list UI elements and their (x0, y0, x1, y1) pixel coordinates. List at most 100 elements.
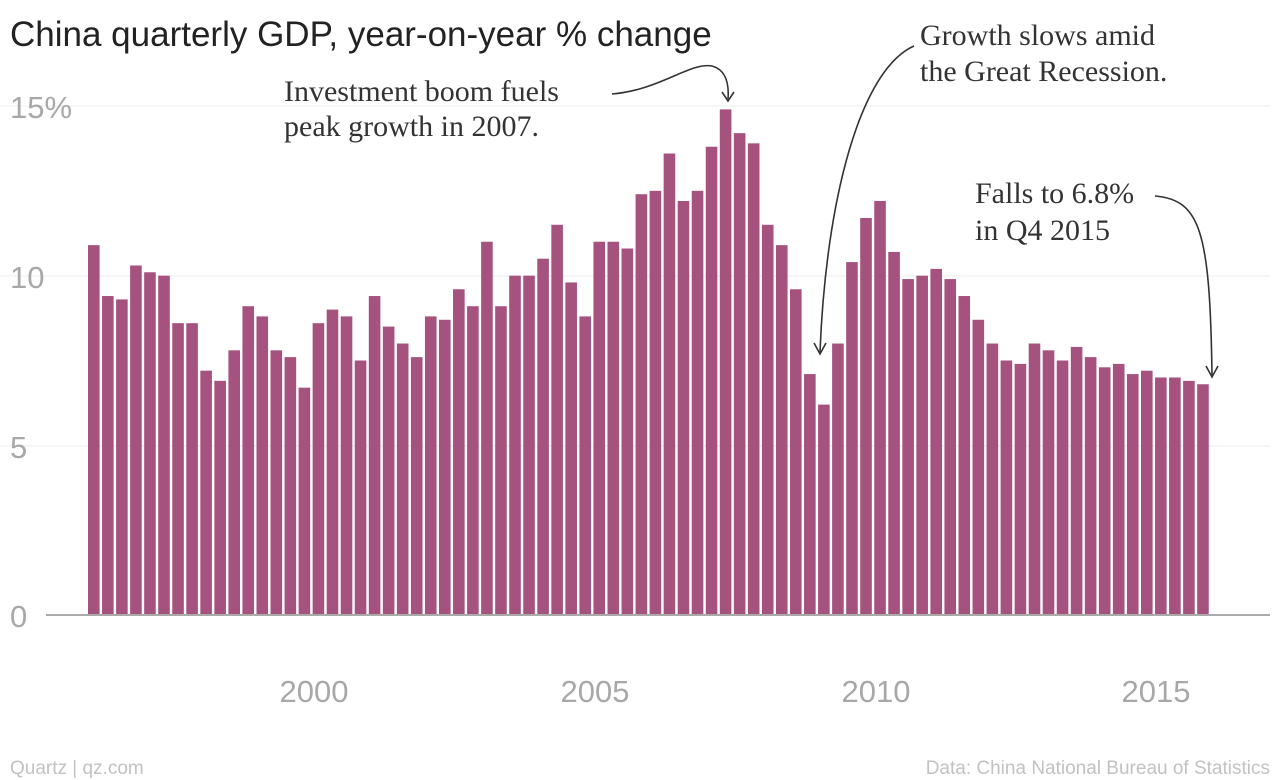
bar-1996-q2 (102, 296, 114, 615)
bar-2007-q3 (733, 133, 746, 615)
annotation-q4-2015: Falls to 6.8% in Q4 2015 (975, 177, 1219, 379)
bar-2008-q3 (790, 289, 802, 615)
bar-2015-q2 (1169, 377, 1181, 615)
bar-2000-q4 (354, 360, 367, 615)
bar-2005-q1 (593, 241, 606, 616)
bar-2008-q4 (804, 374, 816, 615)
bar-1998-q4 (242, 306, 255, 615)
bar-2004-q2 (551, 224, 563, 615)
bar-2009-q1 (818, 404, 830, 615)
bar-2004-q1 (537, 258, 549, 615)
bar-2009-q4 (860, 217, 872, 616)
annotation-recession-line-2: the Great Recession. (920, 55, 1167, 88)
y-tick-label-10: 10 (10, 260, 44, 295)
x-tick-label-2000: 2000 (280, 674, 349, 709)
bar-2014-q4 (1141, 370, 1153, 615)
bar-2008-q1 (761, 224, 774, 615)
footer-source-brand: Quartz | qz.com (10, 758, 144, 779)
annotation-peak-arrowhead (721, 91, 735, 103)
bar-1997-q2 (158, 275, 170, 615)
x-tick-label-2010: 2010 (842, 674, 911, 709)
y-tick-label-5: 5 (10, 430, 27, 465)
annotation-recession: Growth slows amid the Great Recession. (813, 19, 1167, 356)
bar-2009-q2 (832, 343, 844, 615)
bar-1998-q1 (200, 370, 212, 615)
bar-2015-q1 (1155, 377, 1167, 615)
annotation-recession-arrow (819, 45, 915, 353)
annotation-q4-2015-arrowhead (1205, 365, 1219, 379)
bar-series (88, 109, 1209, 616)
bar-2014-q1 (1098, 367, 1111, 615)
y-tick-label-0: 0 (10, 599, 27, 634)
bar-2012-q4 (1028, 343, 1041, 615)
annotation-q4-2015-arrow (1154, 195, 1213, 376)
annotation-q4-2015-line-1: Falls to 6.8% (975, 177, 1134, 210)
bar-2000-q3 (340, 316, 353, 615)
bar-1998-q3 (228, 350, 240, 615)
bar-2007-q4 (747, 143, 760, 615)
annotation-peak-line-2: peak growth in 2007. (284, 110, 539, 143)
bar-2005-q3 (621, 248, 634, 615)
bar-2014-q3 (1126, 374, 1139, 615)
bar-2003-q4 (523, 275, 535, 615)
bar-2008-q2 (775, 245, 788, 615)
x-tick-label-2015: 2015 (1122, 674, 1191, 709)
annotation-peak-2007: Investment boom fuels peak growth in 200… (284, 64, 735, 143)
bar-1997-q3 (172, 323, 184, 615)
bar-1996-q4 (130, 265, 142, 615)
bar-1999-q3 (284, 357, 297, 615)
bar-2010-q4 (916, 275, 928, 615)
annotation-recession-arrowhead (813, 342, 827, 356)
bar-2002-q3 (453, 289, 465, 615)
bar-2015-q4 (1197, 384, 1209, 615)
bar-2005-q2 (607, 241, 620, 616)
bar-2002-q2 (439, 319, 451, 615)
bar-2011-q1 (930, 268, 942, 615)
bar-1997-q4 (186, 323, 198, 615)
bar-2013-q4 (1084, 357, 1097, 615)
bar-2015-q3 (1183, 380, 1195, 615)
bar-2011-q2 (944, 279, 957, 615)
annotation-recession-line-1: Growth slows amid (920, 19, 1155, 52)
bar-2000-q1 (312, 323, 325, 615)
annotation-peak-arrow (611, 64, 730, 100)
bar-2007-q2 (719, 109, 732, 615)
bar-2009-q3 (846, 262, 858, 615)
bar-2001-q3 (396, 343, 409, 615)
y-tick-label-15: 15% (10, 90, 72, 125)
bar-2006-q2 (663, 153, 676, 615)
chart-title: China quarterly GDP, year-on-year % chan… (10, 15, 712, 54)
bar-2010-q2 (888, 251, 900, 615)
bar-1999-q1 (256, 316, 269, 615)
bar-2004-q4 (579, 316, 591, 615)
bar-2003-q3 (509, 275, 521, 615)
annotation-q4-2015-line-2: in Q4 2015 (975, 214, 1110, 247)
bar-2006-q4 (691, 190, 704, 615)
bar-1999-q2 (270, 350, 283, 615)
bar-1999-q4 (298, 387, 311, 615)
bar-2003-q2 (495, 306, 507, 615)
bar-2006-q3 (677, 201, 690, 615)
bar-2010-q3 (902, 279, 914, 615)
bar-2004-q3 (565, 282, 577, 615)
bar-2012-q2 (1000, 360, 1013, 615)
bar-2001-q4 (410, 357, 423, 615)
bar-2014-q2 (1112, 363, 1125, 615)
annotation-peak-line-1: Investment boom fuels (284, 75, 559, 108)
bar-2013-q3 (1070, 346, 1083, 615)
bar-2005-q4 (635, 194, 648, 616)
bar-1996-q3 (116, 299, 128, 615)
bar-2007-q1 (705, 146, 718, 615)
bar-1996-q1 (88, 245, 100, 615)
bar-2012-q1 (986, 343, 999, 615)
bar-2010-q1 (874, 201, 886, 615)
bar-2000-q2 (326, 309, 339, 615)
bar-2006-q1 (649, 190, 662, 615)
x-tick-label-2005: 2005 (561, 674, 630, 709)
bar-1997-q1 (144, 272, 156, 615)
bar-1998-q2 (214, 380, 226, 615)
bar-2001-q1 (368, 296, 381, 615)
bar-2002-q1 (424, 316, 437, 615)
bar-2001-q2 (382, 326, 395, 615)
